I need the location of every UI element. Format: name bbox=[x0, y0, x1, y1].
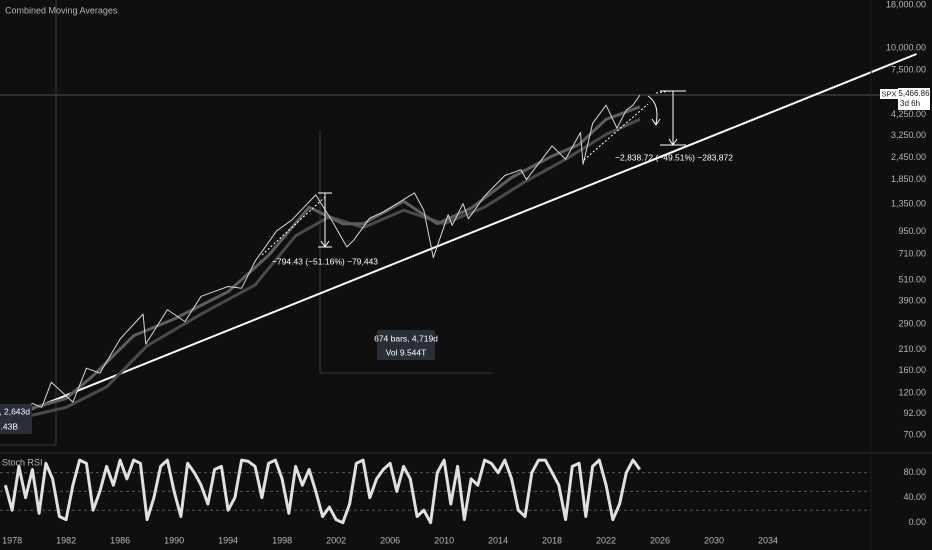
series-line bbox=[3, 458, 642, 525]
y-tick-label: 950.00 bbox=[898, 226, 926, 236]
y-tick-label: 10,000.00 bbox=[886, 42, 926, 52]
y-tick-label: 3,250.00 bbox=[891, 130, 926, 140]
measure-label: 47.43B bbox=[0, 421, 18, 431]
last-price-label: 5,466.86 bbox=[898, 89, 930, 98]
drawings bbox=[261, 90, 686, 256]
x-tick-label: 1982 bbox=[56, 535, 76, 545]
y-tick-label: 18,000.00 bbox=[886, 0, 926, 9]
x-tick-label: 2014 bbox=[488, 535, 508, 545]
y-tick-label: 1,850.00 bbox=[891, 174, 926, 184]
y-tick-label: 120.00 bbox=[898, 387, 926, 397]
measure-outlines bbox=[0, 0, 492, 446]
measure-box bbox=[377, 330, 435, 360]
arrow-head bbox=[651, 118, 661, 126]
chart-title: Combined Moving Averages bbox=[5, 5, 118, 15]
series-line bbox=[11, 105, 641, 416]
y-tick-label: 7,500.00 bbox=[891, 65, 926, 75]
x-tick-label: 2034 bbox=[758, 535, 778, 545]
measure-label: Vol 9.544T bbox=[386, 347, 427, 357]
plot-layer bbox=[0, 53, 917, 525]
x-tick-label: 2030 bbox=[704, 535, 724, 545]
symbol-tag bbox=[880, 89, 898, 99]
measure-label: 674 bars, 4,719d bbox=[374, 333, 438, 343]
projection-arrow bbox=[647, 95, 658, 125]
countdown-label: 3d 6h bbox=[900, 99, 920, 108]
y-tick-label: 1,350.00 bbox=[891, 199, 926, 209]
indicator-title: Stoch RSI bbox=[2, 457, 43, 467]
arrow-head bbox=[320, 240, 330, 248]
y-tick-label: 160.00 bbox=[898, 365, 926, 375]
measure-label: bars, 2,643d bbox=[0, 406, 30, 416]
x-tick-label: 1986 bbox=[110, 535, 130, 545]
price-tag bbox=[898, 88, 930, 110]
x-tick-label: 1990 bbox=[164, 535, 184, 545]
y-tick-label: 70.00 bbox=[903, 430, 926, 440]
y-tick-label: 80.00 bbox=[903, 467, 926, 477]
x-tick-label: 1994 bbox=[218, 535, 238, 545]
x-tick-label: 1998 bbox=[272, 535, 292, 545]
y-tick-label: 510.00 bbox=[898, 275, 926, 285]
x-tick-label: 1978 bbox=[2, 535, 22, 545]
x-tick-label: 2002 bbox=[326, 535, 346, 545]
x-tick-label: 2022 bbox=[596, 535, 616, 545]
x-tick-label: 2018 bbox=[542, 535, 562, 545]
last-price-box: SPX 5,466.86 3d 6h bbox=[880, 88, 930, 110]
drawdown-label: −2,838.72 (−49.51%) −283,872 bbox=[615, 152, 733, 162]
y-tick-label: 0.00 bbox=[908, 517, 926, 527]
measure-box bbox=[0, 404, 32, 434]
y-tick-label: 2,450.00 bbox=[891, 152, 926, 162]
y-tick-label: 390.00 bbox=[898, 295, 926, 305]
x-tick-label: 2026 bbox=[650, 535, 670, 545]
x-tick-label: 2006 bbox=[380, 535, 400, 545]
series-line bbox=[11, 118, 641, 422]
drawdown-label: −794.43 (−51.16%) −79,443 bbox=[272, 256, 378, 266]
y-tick-label: 210.00 bbox=[898, 344, 926, 354]
symbol-label: SPX bbox=[881, 89, 896, 98]
y-tick-label: 4,250.00 bbox=[891, 109, 926, 119]
x-tick-label: 2010 bbox=[434, 535, 454, 545]
y-tick-label: 290.00 bbox=[898, 319, 926, 329]
series-line bbox=[0, 94, 641, 417]
y-tick-label: 40.00 bbox=[903, 492, 926, 502]
trend-line bbox=[0, 53, 917, 423]
arrow-head bbox=[668, 138, 678, 146]
y-tick-label: 92.00 bbox=[903, 408, 926, 418]
y-tick-label: 710.00 bbox=[898, 249, 926, 259]
